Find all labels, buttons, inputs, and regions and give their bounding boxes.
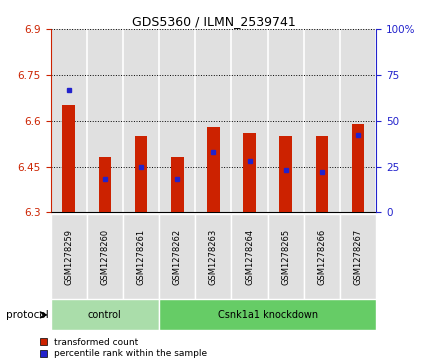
Bar [99, 157, 111, 212]
Bar [243, 133, 256, 212]
Bar [315, 136, 328, 212]
Bar [159, 299, 376, 330]
Text: GSM1278267: GSM1278267 [354, 229, 363, 285]
Text: GSM1278266: GSM1278266 [317, 229, 326, 285]
Text: Csnk1a1 knockdown: Csnk1a1 knockdown [218, 310, 318, 320]
Bar [123, 29, 159, 212]
Bar [231, 29, 268, 212]
Bar [195, 29, 231, 212]
Text: GSM1278262: GSM1278262 [173, 229, 182, 285]
Text: protocol: protocol [6, 310, 48, 320]
Bar [340, 214, 376, 299]
Bar [304, 214, 340, 299]
Bar [87, 29, 123, 212]
Text: GSM1278261: GSM1278261 [136, 229, 146, 285]
Bar [207, 127, 220, 212]
Bar [231, 214, 268, 299]
Bar [159, 29, 195, 212]
Text: GSM1278260: GSM1278260 [100, 229, 110, 285]
Bar [123, 214, 159, 299]
Text: GSM1278265: GSM1278265 [281, 229, 290, 285]
Bar [352, 124, 364, 212]
Bar [279, 136, 292, 212]
Text: control: control [88, 310, 122, 320]
Bar [304, 29, 340, 212]
Text: GSM1278259: GSM1278259 [64, 229, 73, 285]
Bar [268, 214, 304, 299]
Bar [62, 105, 75, 212]
Title: GDS5360 / ILMN_2539741: GDS5360 / ILMN_2539741 [132, 15, 295, 28]
Bar [135, 136, 147, 212]
Bar [51, 29, 87, 212]
Text: GSM1278263: GSM1278263 [209, 229, 218, 285]
Legend: transformed count, percentile rank within the sample: transformed count, percentile rank withi… [40, 338, 207, 359]
Bar [51, 299, 159, 330]
Bar [195, 214, 231, 299]
Text: GSM1278264: GSM1278264 [245, 229, 254, 285]
Bar [87, 214, 123, 299]
Bar [268, 29, 304, 212]
Bar [51, 214, 87, 299]
Bar [171, 157, 183, 212]
Bar [340, 29, 376, 212]
Bar [159, 214, 195, 299]
